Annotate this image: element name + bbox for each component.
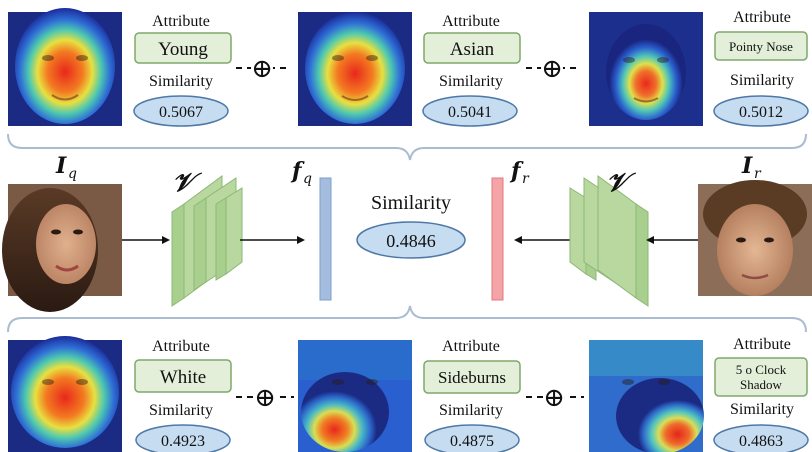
feature-q-subscript: q xyxy=(303,171,312,187)
bottom-attribute-panel-2: Attribute Sideburns Similarity 0.4875 xyxy=(423,338,521,452)
similarity-ellipse xyxy=(133,95,229,127)
ref-feature-bar xyxy=(491,177,504,301)
ref-encoder-label: 𝒱 xyxy=(606,168,636,198)
attribute-title: Attribute xyxy=(442,13,500,30)
similarity-value: 0.4923 xyxy=(161,433,205,450)
similarity-ellipse xyxy=(422,95,518,127)
similarity-title: Similarity xyxy=(439,402,503,419)
similarity-title: Similarity xyxy=(149,402,213,419)
top-heatmap-2 xyxy=(298,12,412,126)
query-image-label: I q xyxy=(55,153,77,182)
attribute-box xyxy=(134,359,232,393)
bottom-heatmap-2 xyxy=(298,340,412,452)
ref-face-image xyxy=(698,180,812,296)
query-image-subscript: q xyxy=(68,166,77,182)
query-image-symbol: I xyxy=(55,153,67,179)
bottom-heatmap-3 xyxy=(589,340,704,452)
attribute-box xyxy=(423,360,521,394)
top-attribute-panel-1: Attribute Young Similarity 0.5067 xyxy=(133,13,232,127)
attribute-label-line-2: Shadow xyxy=(740,377,783,392)
center-similarity-value: 0.4846 xyxy=(386,231,436,251)
oplus-symbol: ⊕ xyxy=(251,54,273,83)
ref-image-symbol: I xyxy=(741,153,753,179)
ref-feature-label: f r xyxy=(509,158,530,187)
query-feature-label: f q xyxy=(290,158,312,187)
feature-r-subscript: r xyxy=(522,171,530,187)
attribute-title: Attribute xyxy=(733,9,791,26)
similarity-value: 0.4875 xyxy=(450,433,494,450)
attribute-box xyxy=(134,32,232,64)
attribute-box xyxy=(714,31,808,61)
ref-image-subscript: r xyxy=(754,166,762,182)
query-feature-bar xyxy=(319,177,332,301)
attribute-label: Asian xyxy=(450,39,495,60)
bottom-attribute-panel-3: Attribute 5 o Clock Shadow Similarity 0.… xyxy=(713,336,809,452)
attribute-title: Attribute xyxy=(152,338,210,355)
similarity-title: Similarity xyxy=(439,73,503,90)
oplus-symbol: ⊕ xyxy=(541,54,563,83)
similarity-title: Similarity xyxy=(730,401,794,418)
attribute-title: Attribute xyxy=(442,338,500,355)
similarity-title: Similarity xyxy=(149,73,213,90)
attribute-title: Attribute xyxy=(733,336,791,353)
ref-encoder-block xyxy=(569,175,649,307)
similarity-title: Similarity xyxy=(730,72,794,89)
feature-r-symbol: f xyxy=(509,158,524,184)
oplus-symbol: ⊕ xyxy=(543,383,565,412)
attribute-label: Young xyxy=(158,39,208,60)
similarity-value: 0.5067 xyxy=(159,104,203,121)
bottom-brace xyxy=(7,305,807,333)
similarity-ellipse xyxy=(713,424,809,452)
attribute-box xyxy=(423,32,521,64)
center-similarity-title: Similarity xyxy=(371,192,451,214)
attribute-box xyxy=(714,357,808,397)
attribute-label-line-1: 5 o Clock xyxy=(736,362,787,377)
similarity-value: 0.4863 xyxy=(739,433,783,450)
similarity-ellipse xyxy=(135,424,231,452)
attribute-label: Pointy Nose xyxy=(729,39,793,54)
oplus-symbol: ⊕ xyxy=(254,383,276,412)
bottom-heatmap-1 xyxy=(8,336,122,452)
feature-q-symbol: f xyxy=(290,158,305,184)
bottom-attribute-panel-1: Attribute White Similarity 0.4923 xyxy=(134,338,232,452)
top-attribute-panel-2: Attribute Asian Similarity 0.5041 xyxy=(422,13,521,127)
attribute-label: Sideburns xyxy=(438,368,506,387)
combine-op-top-1: ⊕ xyxy=(236,54,288,83)
top-brace xyxy=(7,133,807,161)
arrowhead xyxy=(297,236,305,244)
arrowhead xyxy=(646,236,654,244)
ref-image-label: I r xyxy=(741,153,762,182)
similarity-value: 0.5012 xyxy=(739,104,783,121)
query-face-image xyxy=(2,184,122,312)
top-heatmap-1 xyxy=(8,8,122,126)
combine-op-top-2: ⊕ xyxy=(526,54,580,83)
arrowhead xyxy=(162,236,170,244)
similarity-value: 0.5041 xyxy=(448,104,492,121)
attribute-title: Attribute xyxy=(152,13,210,30)
center-similarity-ellipse xyxy=(356,221,466,259)
arrowhead xyxy=(514,236,522,244)
attribute-label: White xyxy=(160,367,206,388)
combine-op-bottom-1: ⊕ xyxy=(236,383,294,412)
query-encoder-block xyxy=(171,175,243,307)
combine-op-bottom-2: ⊕ xyxy=(526,383,584,412)
top-heatmap-3 xyxy=(589,12,703,126)
similarity-ellipse xyxy=(424,424,520,452)
top-attribute-panel-3: Attribute Pointy Nose Similarity 0.5012 xyxy=(713,9,809,127)
similarity-ellipse xyxy=(713,95,809,127)
